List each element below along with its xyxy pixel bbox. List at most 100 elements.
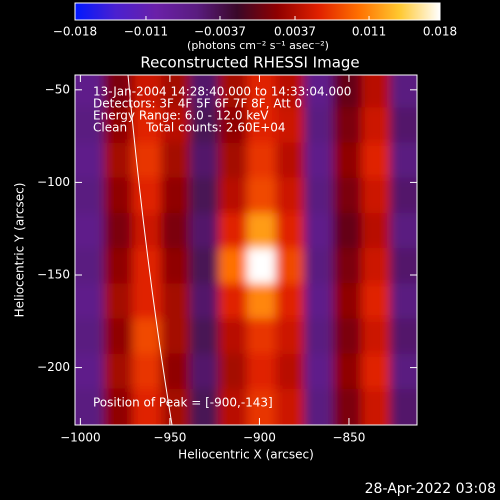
image-cell [275, 283, 305, 320]
colorbar-tick-label: 0.018 [423, 25, 457, 39]
image-cell [103, 177, 133, 214]
image-cell [218, 283, 248, 320]
annotation: Detectors: 3F 4F 5F 6F 7F 8F, Att 0 [93, 97, 302, 111]
image-cell [189, 75, 219, 108]
image-cell [361, 177, 391, 214]
image-cell [304, 388, 334, 425]
image-cell [275, 107, 305, 144]
image-cell [361, 283, 391, 320]
image-cell [218, 318, 248, 355]
image-cell [304, 177, 334, 214]
image-cell [332, 388, 362, 425]
image-cell [332, 142, 362, 179]
image-cell [246, 283, 277, 320]
image-cell [304, 318, 334, 355]
image-cell [103, 212, 133, 249]
image-cell [246, 107, 277, 144]
image-cell [275, 248, 305, 284]
image-cell [189, 318, 219, 355]
colorbar-tick-label: −0.011 [124, 25, 168, 39]
image-cell [103, 283, 133, 320]
image-cell [246, 75, 277, 108]
image-cell [160, 177, 191, 214]
image-cell [189, 107, 219, 144]
y-axis-label: Heliocentric Y (arcsec) [13, 183, 27, 318]
image-cell [189, 177, 219, 214]
image-cell [75, 388, 105, 425]
image-cell [218, 388, 248, 425]
image-cell [189, 142, 219, 179]
image-cell [246, 212, 277, 249]
image-cell [246, 177, 277, 214]
image-cell [246, 248, 277, 284]
x-tick-label: −900 [243, 431, 276, 445]
image-cell [75, 212, 105, 249]
image-cell [132, 75, 162, 108]
image-cell [332, 107, 362, 144]
image-cell [103, 388, 133, 425]
y-tick-label: −200 [37, 360, 70, 374]
image-cell [390, 283, 417, 320]
image-cell [361, 388, 391, 425]
x-axis-label: Heliocentric X (arcsec) [178, 448, 314, 462]
image-cell [275, 353, 305, 390]
image-cell [189, 283, 219, 320]
image-cell [390, 388, 417, 425]
image-cell [218, 248, 248, 284]
image-cell [132, 248, 162, 284]
colorbar [74, 2, 441, 21]
image-cell [189, 353, 219, 390]
image-cell [390, 248, 417, 284]
image-cell [246, 142, 277, 179]
image-cell [361, 212, 391, 249]
image-cell [332, 248, 362, 284]
image-cell [75, 248, 105, 284]
image [75, 75, 417, 425]
image-cell [103, 142, 133, 179]
image-cell [332, 353, 362, 390]
colorbar-tick-label: 0.0037 [274, 25, 316, 39]
image-cell [218, 142, 248, 179]
image-cell [218, 177, 248, 214]
image-cell [275, 212, 305, 249]
image-cell [390, 177, 417, 214]
image-cell [218, 107, 248, 144]
image-cell [390, 142, 417, 179]
image-cell [361, 142, 391, 179]
image-cell [160, 75, 191, 108]
image-cell [390, 318, 417, 355]
image-cell [218, 212, 248, 249]
annotation: Energy Range: 6.0 - 12.0 keV [93, 109, 269, 123]
image-cell [132, 388, 162, 425]
image-cell [132, 142, 162, 179]
plot-frame [74, 74, 418, 426]
image-cell [132, 212, 162, 249]
image-cell [361, 248, 391, 284]
image-cell [103, 107, 133, 144]
image-cell [160, 318, 191, 355]
image-cell [160, 142, 191, 179]
image-cell [304, 75, 334, 108]
image-cell [332, 318, 362, 355]
image-cell [304, 248, 334, 284]
x-tick-label: −1000 [60, 431, 101, 445]
x-tick-label: −850 [332, 431, 365, 445]
image-cell [390, 107, 417, 144]
image-cell [361, 75, 391, 108]
image-cell [75, 107, 105, 144]
colorbar-tick-label: −0.0037 [194, 25, 246, 39]
image-cell [75, 177, 105, 214]
chart-title: Reconstructed RHESSI Image [140, 54, 359, 72]
x-tick-label: −950 [153, 431, 186, 445]
image-cell [275, 75, 305, 108]
image-cell [332, 75, 362, 108]
image-cell [189, 388, 219, 425]
image-cell [160, 107, 191, 144]
image-cell [304, 142, 334, 179]
image-cell [160, 212, 191, 249]
image-cell [189, 212, 219, 249]
annotation: 13-Jan-2004 14:28:40.000 to 14:33:04.000 [93, 85, 351, 99]
image-cell [103, 353, 133, 390]
image-cell [390, 353, 417, 390]
